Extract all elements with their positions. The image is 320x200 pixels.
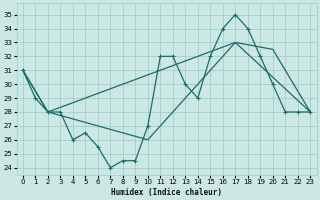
X-axis label: Humidex (Indice chaleur): Humidex (Indice chaleur) (111, 188, 222, 197)
